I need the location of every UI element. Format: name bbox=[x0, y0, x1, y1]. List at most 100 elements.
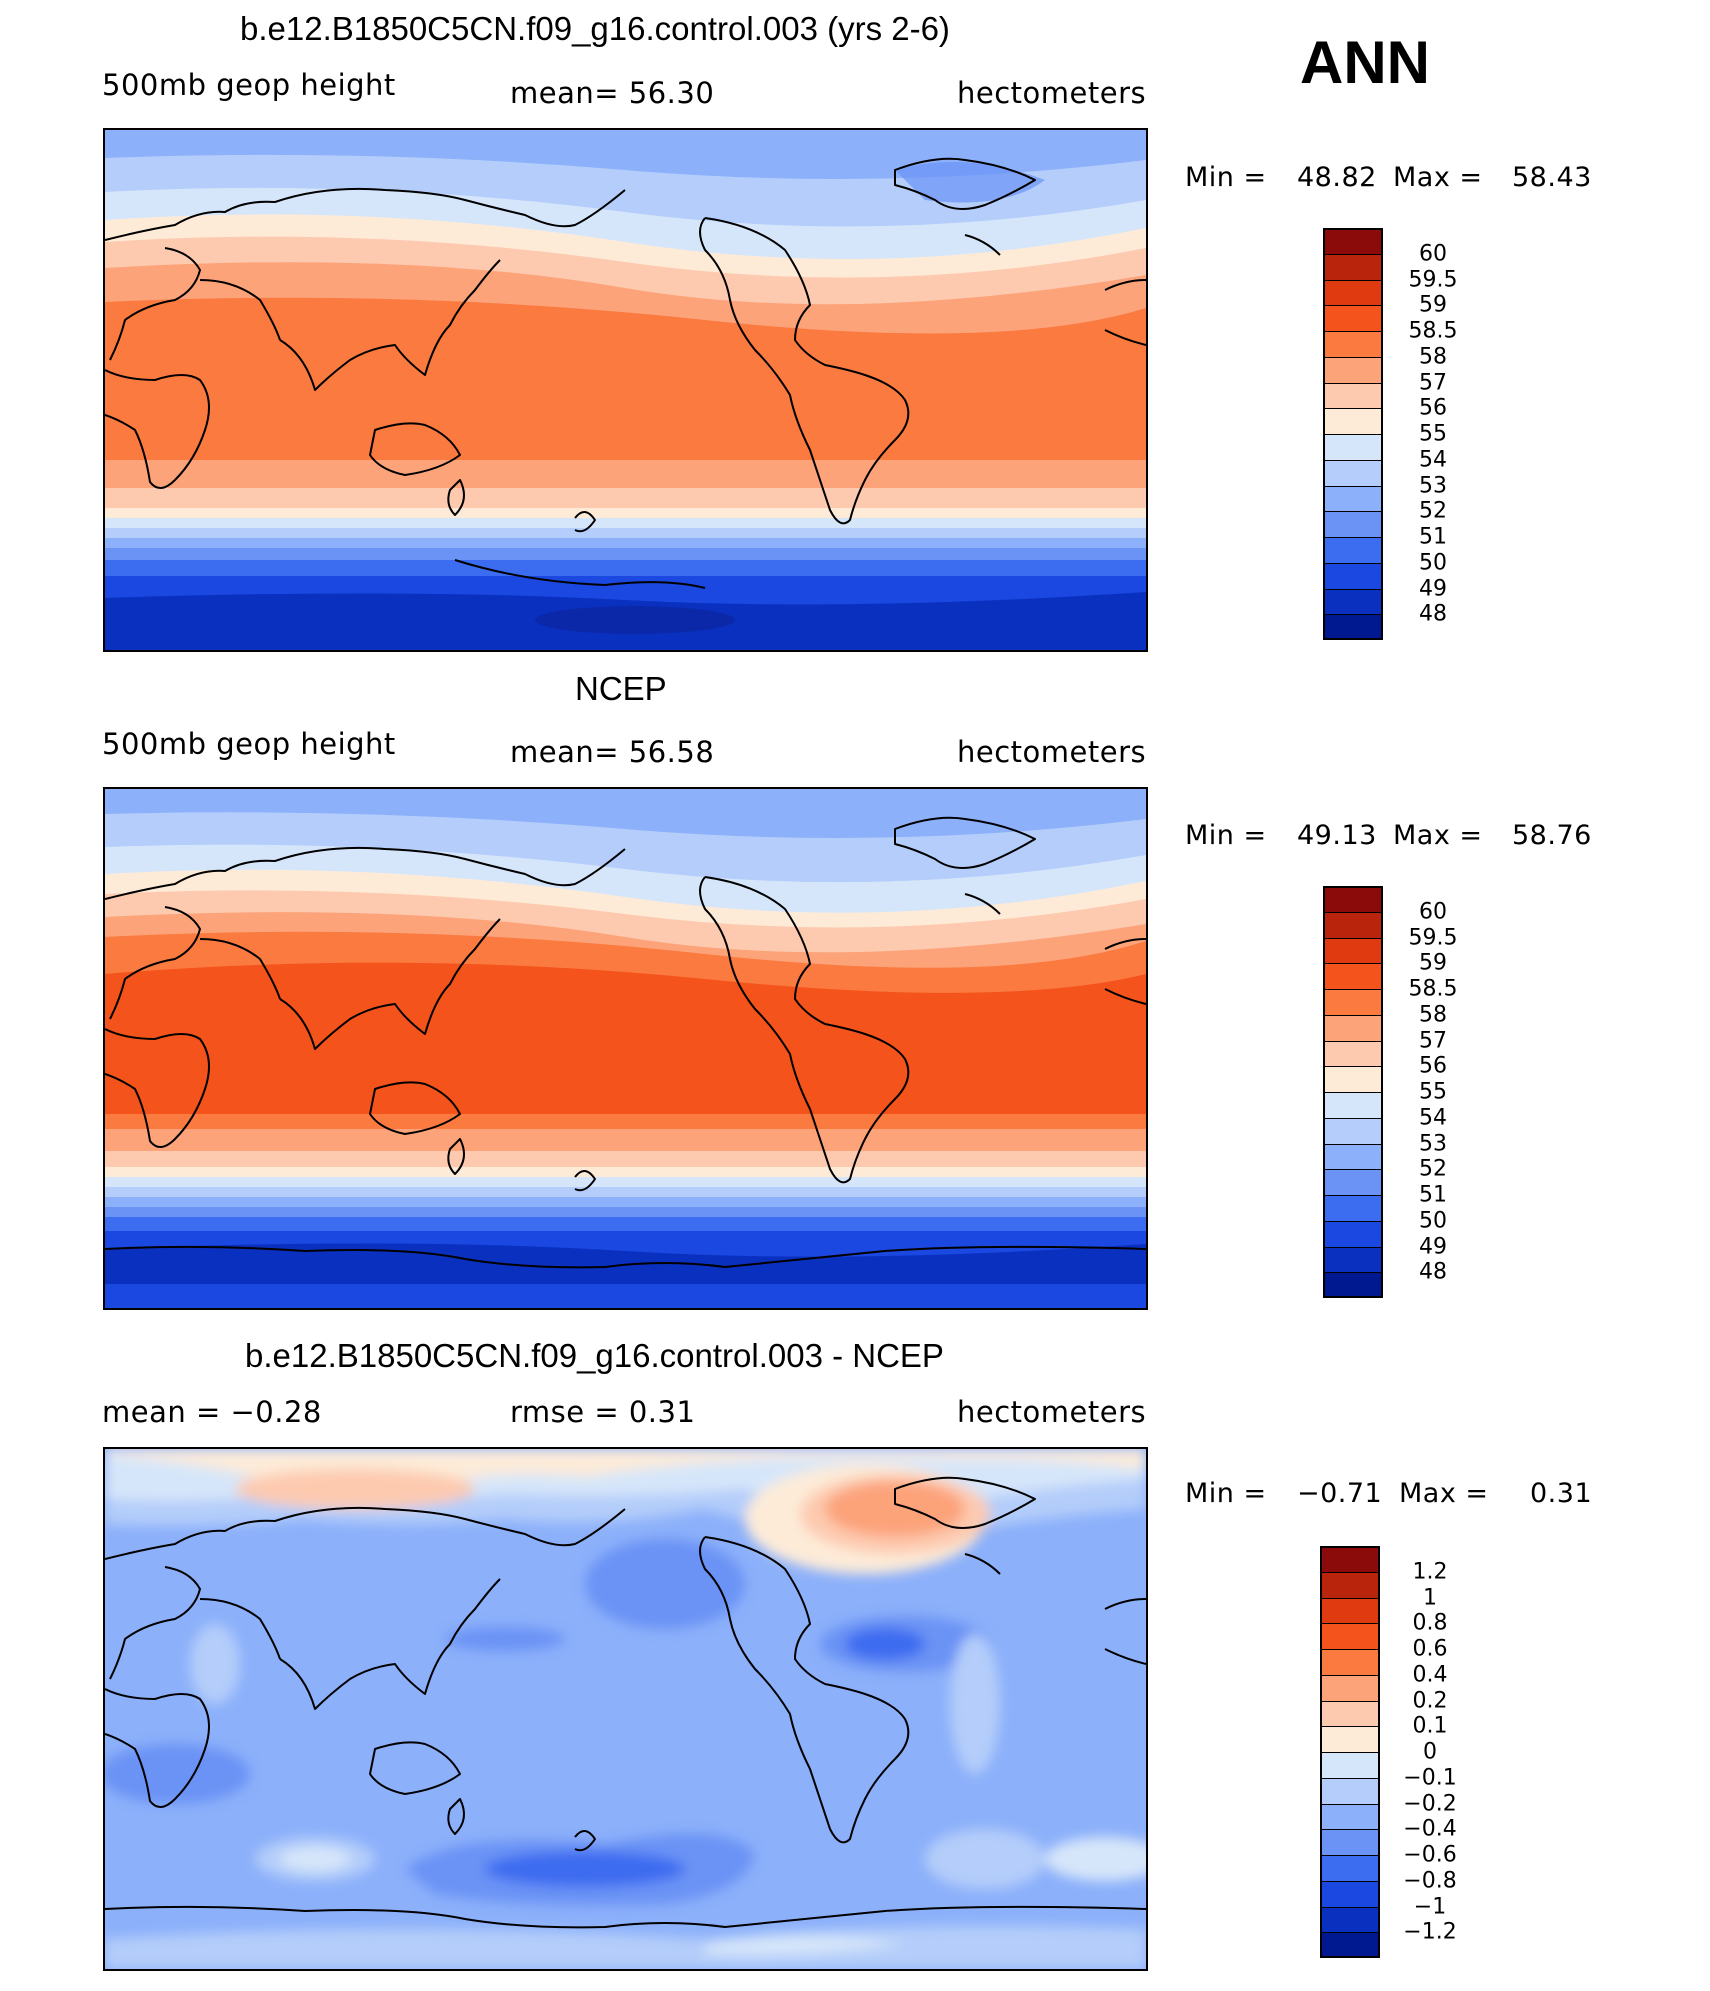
max-value-diff: 0.31 bbox=[1530, 1478, 1593, 1509]
colorbar-tick-label: 55 bbox=[1419, 1079, 1447, 1105]
panel-title-obs: NCEP bbox=[575, 670, 667, 707]
colorbar-obs: 60 59.5 59 58.5 58 57 56 55 54 53 52 51 50 49 48 bbox=[1323, 886, 1483, 1298]
colorbar-tick-label: 53 bbox=[1419, 1131, 1447, 1156]
colorbar-tick-label: 0.8 bbox=[1412, 1610, 1448, 1636]
colorbar-tick-label: −0.2 bbox=[1403, 1791, 1457, 1816]
max-label-model: Max = bbox=[1393, 162, 1483, 193]
map-panel-obs bbox=[103, 787, 1148, 1310]
colorbar-swatch bbox=[1323, 963, 1381, 989]
min-label-diff: Min = bbox=[1185, 1478, 1267, 1509]
colorbar-swatch bbox=[1320, 1623, 1378, 1649]
colorbar-swatch bbox=[1323, 614, 1381, 640]
colorbar-swatch bbox=[1320, 1777, 1378, 1804]
colorbar-swatch bbox=[1323, 537, 1381, 563]
colorbar-swatch bbox=[1323, 1169, 1381, 1195]
colorbar-swatch bbox=[1323, 356, 1381, 383]
colorbar-tick-label: 51 bbox=[1419, 524, 1447, 550]
colorbar-swatch bbox=[1320, 1906, 1378, 1933]
colorbar-swatch bbox=[1320, 1855, 1378, 1881]
colorbar-swatch bbox=[1323, 511, 1381, 537]
colorbar-tick-label: 57 bbox=[1419, 370, 1447, 395]
colorbar-tick-label: −1.2 bbox=[1403, 1919, 1457, 1945]
colorbar-tick-label: 50 bbox=[1419, 1208, 1447, 1234]
colorbar-swatch bbox=[1323, 279, 1381, 306]
units-label: hectometers bbox=[957, 76, 1147, 110]
variable-label: 500mb geop height bbox=[102, 68, 396, 102]
colorbar-swatch bbox=[1323, 1014, 1381, 1041]
colorbar-tick-label: 54 bbox=[1419, 447, 1447, 473]
colorbar-tick-label: 49 bbox=[1419, 1234, 1447, 1259]
colorbar-swatch bbox=[1323, 1195, 1381, 1221]
colorbar-tick-label: 59 bbox=[1419, 950, 1447, 976]
colorbar-swatch bbox=[1320, 1674, 1378, 1701]
colorbar-tick-label: −1 bbox=[1413, 1894, 1447, 1919]
mean-label: mean = −0.28 bbox=[102, 1395, 322, 1429]
colorbar-swatch bbox=[1323, 434, 1381, 460]
panel-title-model: b.e12.B1850C5CN.f09_g16.control.003 (yrs… bbox=[240, 10, 950, 47]
min-label-obs: Min = bbox=[1185, 820, 1267, 851]
colorbar-tick-label: 51 bbox=[1419, 1182, 1447, 1208]
colorbar-tick-label: 48 bbox=[1419, 1259, 1447, 1285]
colorbar-swatch bbox=[1320, 1700, 1378, 1727]
colorbar-swatch bbox=[1320, 1752, 1378, 1778]
colorbar-swatch bbox=[1323, 1246, 1381, 1273]
colorbar-swatch bbox=[1323, 989, 1381, 1015]
colorbar-tick-label: 52 bbox=[1419, 1156, 1447, 1182]
colorbar-tick-label: 56 bbox=[1419, 395, 1447, 421]
colorbar-tick-label: 50 bbox=[1419, 550, 1447, 576]
colorbar-swatch bbox=[1323, 485, 1381, 512]
colorbar-tick-label: 59 bbox=[1419, 292, 1447, 318]
max-value-obs: 58.76 bbox=[1512, 820, 1592, 851]
colorbar-tick-label: 1 bbox=[1423, 1585, 1437, 1610]
colorbar-tick-label: 56 bbox=[1419, 1053, 1447, 1079]
units-label: hectometers bbox=[957, 1395, 1147, 1429]
min-value-model: 48.82 bbox=[1297, 162, 1377, 193]
max-label-diff: Max = bbox=[1399, 1478, 1489, 1509]
colorbar-tick-label: −0.1 bbox=[1403, 1765, 1457, 1791]
map-panel-diff bbox=[103, 1447, 1148, 1971]
colorbar-swatch bbox=[1323, 911, 1381, 938]
colorbar-swatch bbox=[1320, 1597, 1378, 1624]
colorbar-tick-label: 48 bbox=[1419, 601, 1447, 627]
colorbar-swatch bbox=[1323, 1117, 1381, 1144]
colorbar-tick-label: 0.1 bbox=[1412, 1713, 1448, 1739]
colorbar-tick-label: 0.4 bbox=[1412, 1662, 1448, 1688]
colorbar-tick-label: 59.5 bbox=[1408, 925, 1458, 950]
colorbar-swatch bbox=[1323, 1092, 1381, 1118]
colorbar-swatch bbox=[1320, 1649, 1378, 1675]
colorbar-swatch bbox=[1320, 1571, 1378, 1598]
colorbar-tick-label: 60 bbox=[1419, 899, 1447, 925]
colorbar-swatch bbox=[1320, 1803, 1378, 1830]
colorbar-tick-label: 58.5 bbox=[1408, 318, 1458, 344]
colorbar-swatch bbox=[1323, 562, 1381, 589]
colorbar-tick-label: 55 bbox=[1419, 421, 1447, 447]
colorbar-tick-label: 59.5 bbox=[1408, 267, 1458, 292]
colorbar-model: 60 59.5 59 58.5 58 57 56 55 54 53 52 51 50 49 48 bbox=[1323, 228, 1483, 640]
map-panel-model bbox=[103, 128, 1148, 652]
colorbar-tick-label: 58 bbox=[1419, 1002, 1447, 1028]
colorbar-tick-label: 0.6 bbox=[1412, 1636, 1448, 1662]
colorbar-tick-label: 1.2 bbox=[1412, 1559, 1448, 1585]
units-label: hectometers bbox=[957, 735, 1147, 769]
colorbar-diff: 1.2 1 0.8 0.6 0.4 0.2 0.1 0 −0.1 −0.2 −0.4 −0.6 −0.8… bbox=[1320, 1546, 1490, 1958]
colorbar-swatch bbox=[1323, 937, 1381, 964]
colorbar-swatch bbox=[1323, 228, 1381, 254]
colorbar-tick-label: 52 bbox=[1419, 498, 1447, 524]
rmse-label: rmse = 0.31 bbox=[510, 1395, 696, 1429]
max-label-obs: Max = bbox=[1393, 820, 1483, 851]
colorbar-swatch bbox=[1323, 382, 1381, 409]
colorbar-swatch bbox=[1320, 1726, 1378, 1752]
colorbar-tick-label: 49 bbox=[1419, 576, 1447, 601]
colorbar-tick-label: 60 bbox=[1419, 241, 1447, 267]
colorbar-swatch bbox=[1323, 1220, 1381, 1247]
colorbar-tick-label: −0.6 bbox=[1403, 1842, 1457, 1868]
colorbar-swatch bbox=[1320, 1880, 1378, 1907]
colorbar-swatch bbox=[1323, 459, 1381, 486]
mean-label: mean= 56.58 bbox=[510, 735, 715, 769]
colorbar-tick-label: 0 bbox=[1423, 1739, 1437, 1765]
colorbar-swatch bbox=[1320, 1546, 1378, 1572]
colorbar-swatch bbox=[1323, 588, 1381, 615]
colorbar-tick-label: −0.8 bbox=[1403, 1868, 1457, 1894]
colorbar-swatch bbox=[1323, 305, 1381, 331]
colorbar-swatch bbox=[1323, 408, 1381, 434]
